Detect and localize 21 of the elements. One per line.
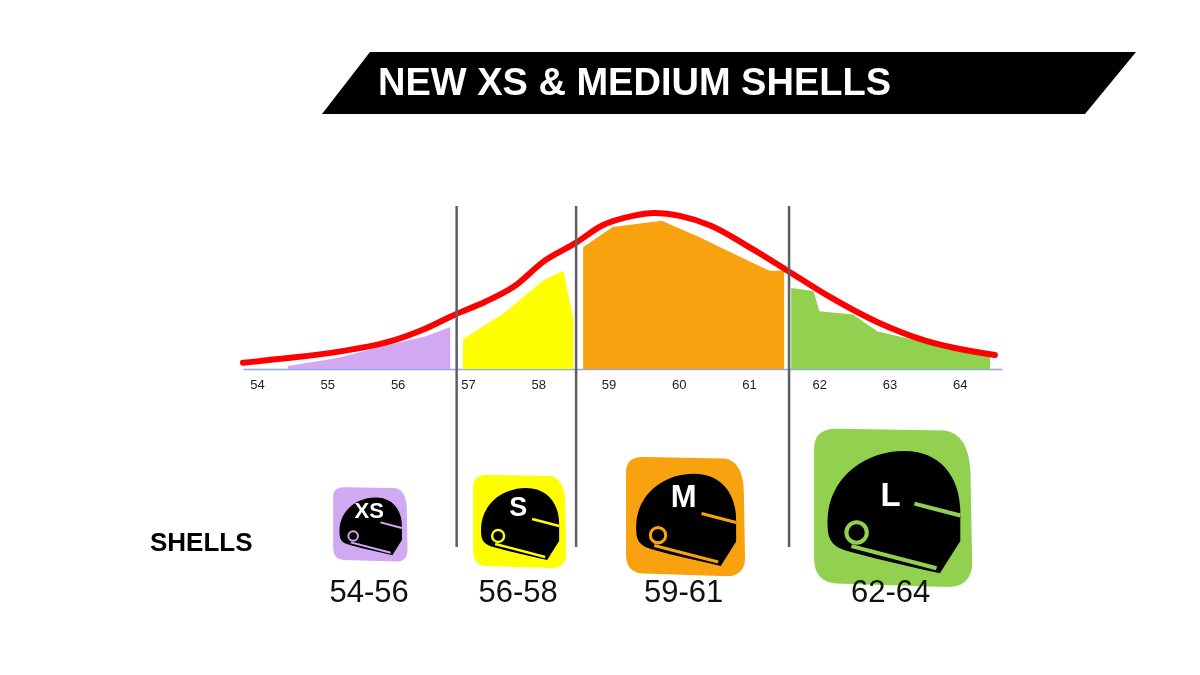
text: 56-58 bbox=[478, 574, 558, 609]
text: 54-56 bbox=[329, 574, 409, 609]
legend-label: XS bbox=[354, 498, 384, 523]
x-tick-label: 54 bbox=[250, 376, 265, 392]
x-tick-label: 59 bbox=[601, 376, 617, 392]
legend-label: S bbox=[509, 492, 528, 522]
chart-title: NEW XS & MEDIUM SHELLS bbox=[378, 60, 892, 103]
x-tick-label: 60 bbox=[671, 376, 687, 392]
legend-label: M bbox=[670, 479, 697, 514]
text: 59-61 bbox=[643, 574, 724, 609]
x-tick-label: 64 bbox=[953, 376, 968, 392]
x-tick-label: 56 bbox=[390, 376, 406, 392]
x-tick-label: 55 bbox=[320, 376, 336, 392]
x-tick-label: 61 bbox=[742, 376, 757, 392]
x-tick-label: 58 bbox=[531, 376, 546, 392]
x-tick-label: 63 bbox=[882, 376, 898, 392]
text: SHELLS bbox=[150, 527, 253, 557]
legend-label: L bbox=[880, 476, 901, 513]
x-tick-label: 62 bbox=[812, 376, 828, 392]
x-tick-label: 57 bbox=[461, 376, 476, 392]
text: 62-64 bbox=[850, 574, 931, 609]
